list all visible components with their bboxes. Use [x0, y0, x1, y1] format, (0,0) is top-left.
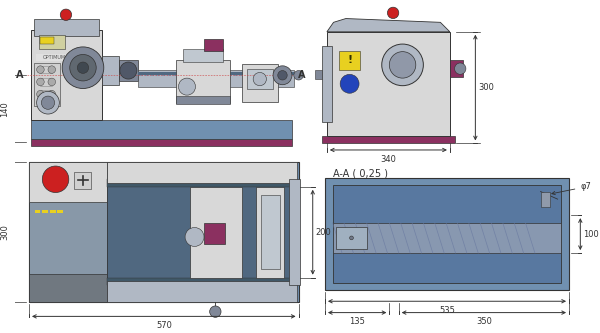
- Bar: [35, 54, 74, 61]
- Text: A: A: [298, 70, 305, 80]
- Circle shape: [350, 236, 353, 240]
- Text: 300: 300: [0, 224, 9, 240]
- Bar: [314, 70, 322, 79]
- Text: !: !: [347, 55, 352, 65]
- Text: OPTIMUM: OPTIMUM: [43, 55, 66, 60]
- Bar: [34, 63, 60, 106]
- Text: 535: 535: [439, 306, 455, 315]
- Text: 300: 300: [478, 83, 494, 92]
- Circle shape: [70, 55, 96, 81]
- Circle shape: [120, 62, 137, 79]
- Bar: [325, 178, 569, 290]
- Bar: [40, 37, 53, 44]
- Circle shape: [278, 71, 287, 80]
- Bar: [322, 136, 455, 143]
- Bar: [107, 162, 296, 183]
- Bar: [176, 96, 230, 104]
- Circle shape: [273, 66, 292, 85]
- Bar: [339, 51, 360, 70]
- Bar: [204, 223, 225, 243]
- Circle shape: [41, 96, 55, 109]
- Bar: [43, 209, 48, 213]
- Text: 100: 100: [583, 230, 599, 239]
- Circle shape: [37, 90, 44, 98]
- Circle shape: [253, 73, 266, 86]
- Bar: [138, 73, 294, 75]
- Circle shape: [455, 63, 466, 74]
- Circle shape: [178, 78, 196, 95]
- Bar: [247, 69, 273, 90]
- Bar: [183, 49, 223, 62]
- Bar: [107, 278, 296, 285]
- Circle shape: [37, 78, 44, 86]
- Text: 340: 340: [380, 155, 397, 164]
- Bar: [31, 139, 292, 146]
- Bar: [332, 185, 562, 283]
- Bar: [541, 191, 550, 207]
- Text: 140: 140: [0, 101, 9, 117]
- Polygon shape: [327, 19, 450, 32]
- Bar: [58, 209, 63, 213]
- Bar: [450, 60, 463, 77]
- Bar: [322, 46, 332, 122]
- Text: A-A ( 0,25 ): A-A ( 0,25 ): [332, 169, 388, 179]
- Bar: [102, 56, 119, 85]
- Circle shape: [48, 78, 56, 86]
- Circle shape: [37, 91, 59, 114]
- Circle shape: [382, 44, 424, 86]
- Bar: [29, 162, 299, 302]
- Text: A: A: [16, 70, 23, 80]
- Circle shape: [62, 47, 104, 89]
- Bar: [289, 179, 301, 285]
- Text: φ7: φ7: [552, 182, 591, 195]
- Text: 570: 570: [156, 321, 172, 330]
- Bar: [176, 60, 230, 103]
- Bar: [327, 32, 450, 136]
- Circle shape: [60, 9, 71, 20]
- Text: 200: 200: [316, 228, 331, 237]
- Circle shape: [209, 306, 221, 317]
- Bar: [107, 281, 296, 302]
- Bar: [38, 35, 65, 49]
- Bar: [204, 39, 223, 51]
- Bar: [29, 162, 107, 202]
- Bar: [337, 226, 367, 249]
- Text: 350: 350: [476, 317, 492, 326]
- Bar: [332, 223, 562, 253]
- Bar: [119, 60, 138, 81]
- Text: 135: 135: [349, 317, 365, 326]
- Circle shape: [294, 71, 303, 80]
- Circle shape: [388, 7, 399, 19]
- Circle shape: [185, 227, 204, 246]
- Circle shape: [43, 166, 69, 192]
- Bar: [107, 179, 296, 187]
- Bar: [256, 187, 284, 278]
- Bar: [34, 19, 99, 36]
- Circle shape: [37, 66, 44, 73]
- Bar: [35, 209, 40, 213]
- Bar: [29, 162, 107, 302]
- Bar: [261, 195, 280, 269]
- Circle shape: [340, 74, 359, 93]
- Bar: [29, 274, 107, 302]
- Bar: [50, 209, 56, 213]
- Bar: [138, 70, 294, 87]
- Circle shape: [389, 52, 416, 78]
- Bar: [107, 179, 296, 285]
- Bar: [74, 172, 91, 189]
- Bar: [190, 187, 242, 278]
- Bar: [242, 64, 278, 102]
- Circle shape: [48, 66, 56, 73]
- Circle shape: [48, 90, 56, 98]
- Bar: [31, 120, 292, 139]
- Bar: [31, 30, 102, 120]
- Circle shape: [77, 62, 89, 73]
